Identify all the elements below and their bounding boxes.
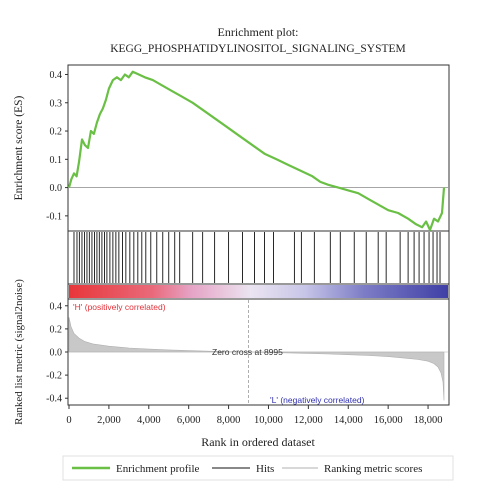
es-ytick-label: 0.4 xyxy=(50,70,63,81)
ranked-ytick-label: 0.2 xyxy=(50,324,63,335)
hits-group xyxy=(73,232,441,283)
es-ytick-label: 0.1 xyxy=(50,155,63,166)
es-panel-frame xyxy=(67,64,450,232)
x-axis: 0 2,000 4,000 6,000 8,000 10,000 12,000 14,000 1… xyxy=(66,405,442,426)
legend-enrichment-label: Enrichment profile xyxy=(116,463,200,475)
ranked-ytick-label: 0.0 xyxy=(50,348,63,359)
es-ylabel: Enrichment score (ES) xyxy=(13,95,25,200)
legend-hits-label: Hits xyxy=(256,463,274,475)
enrichment-profile-line xyxy=(67,70,446,232)
chart-title-line2: KEGG_PHOSPHATIDYLINOSITOL_SIGNALING_SYST… xyxy=(110,43,406,55)
es-ytick-label: 0.2 xyxy=(50,127,63,138)
x-tick-label: 14,000 xyxy=(334,415,363,426)
x-tick-label: 12,000 xyxy=(294,415,323,426)
ranked-metric-area xyxy=(68,317,445,401)
x-tick-label: 18,000 xyxy=(414,415,443,426)
x-tick-label: 6,000 xyxy=(177,415,201,426)
hits-panel-frame xyxy=(67,230,450,285)
es-ytick-label: -0.1 xyxy=(46,211,62,222)
x-tick-label: 8,000 xyxy=(217,415,241,426)
ranked-ytick-label: -0.4 xyxy=(46,394,62,405)
x-tick-label: 10,000 xyxy=(254,415,283,426)
x-tick-label: 2,000 xyxy=(97,415,121,426)
ranked-ytick-label: 0.4 xyxy=(50,301,63,312)
ranked-ytick-label: -0.2 xyxy=(46,371,62,382)
legend-ranking-label: Ranking metric scores xyxy=(324,463,422,475)
x-tick-label: 16,000 xyxy=(374,415,403,426)
ranked-area-group xyxy=(68,300,448,404)
legend-box xyxy=(62,455,454,481)
zero-cross-label: Zero cross at 8995 xyxy=(212,347,283,357)
x-axis-label: Rank in ordered dataset xyxy=(201,435,315,449)
positive-correlation-label: 'H' (positively correlated) xyxy=(73,302,166,312)
ranked-y-axis: -0.4 -0.2 0.0 0.2 0.4 xyxy=(46,301,68,405)
ranked-ylabel: Ranked list metric (signal2noise) xyxy=(13,279,25,425)
es-y-axis: -0.1 0.0 0.1 0.2 0.3 0.4 xyxy=(46,70,68,222)
x-tick-label: 4,000 xyxy=(137,415,161,426)
ranking-colorbar xyxy=(69,285,448,298)
es-line-group xyxy=(67,70,448,232)
chart-title-line1: Enrichment plot: xyxy=(218,25,299,39)
es-ytick-label: 0.3 xyxy=(50,98,63,109)
es-ytick-label: 0.0 xyxy=(50,183,63,194)
negative-correlation-label: 'L' (negatively correlated) xyxy=(270,395,365,405)
x-tick-label: 0 xyxy=(66,415,71,426)
